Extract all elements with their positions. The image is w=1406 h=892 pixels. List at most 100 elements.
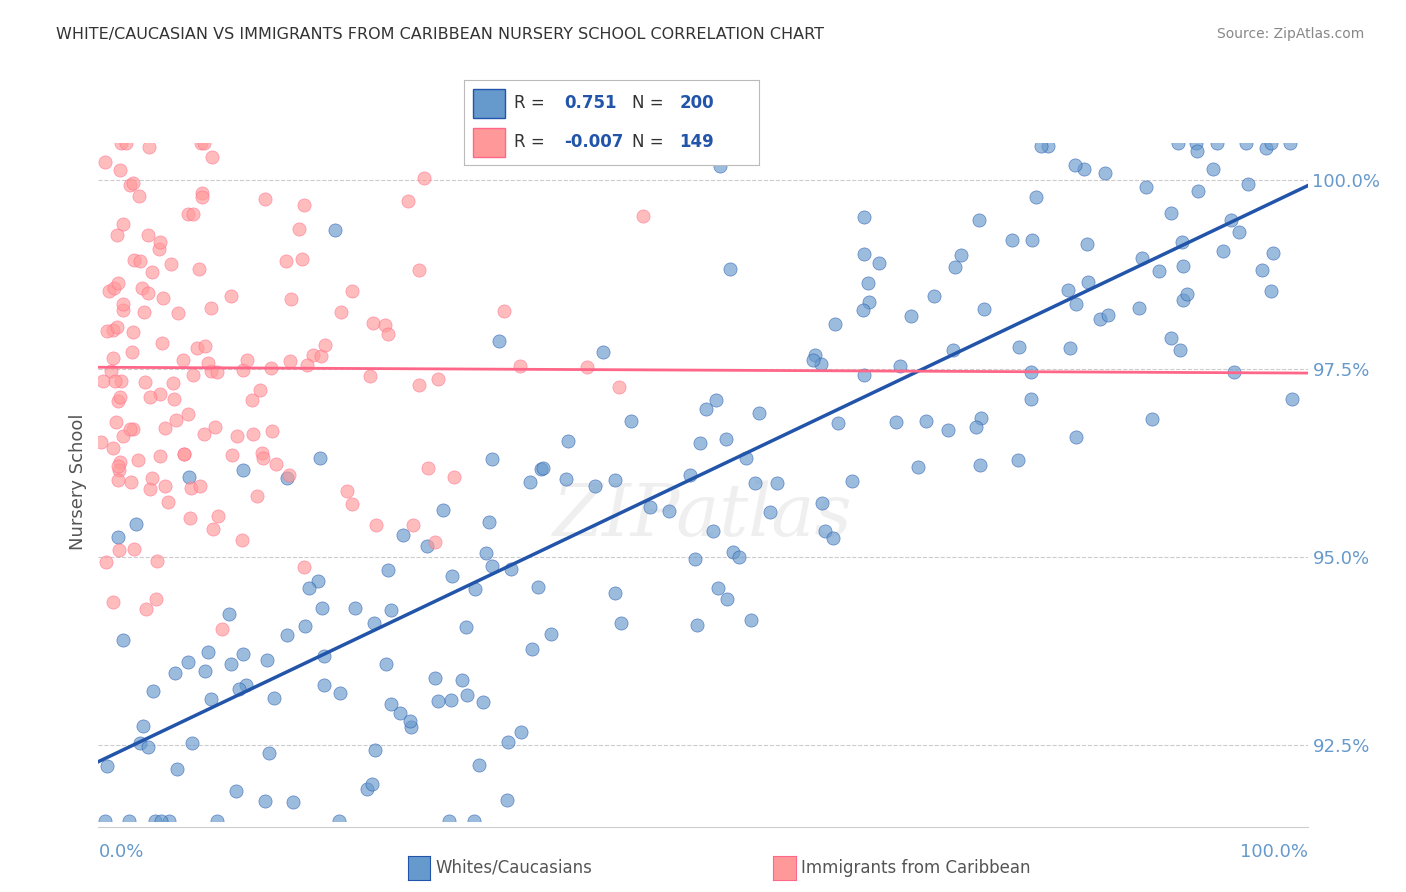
Point — [456, 620, 478, 634]
Point — [814, 524, 837, 538]
Point — [527, 580, 550, 594]
Point — [824, 317, 846, 331]
Point — [122, 541, 145, 556]
Point — [110, 136, 132, 150]
Point — [714, 432, 737, 446]
Point — [141, 265, 163, 279]
Point — [1007, 453, 1029, 467]
Point — [278, 354, 301, 368]
Point — [364, 743, 387, 757]
Point — [190, 136, 212, 150]
Point — [132, 304, 155, 318]
Point — [456, 688, 478, 702]
Point — [679, 467, 702, 482]
Point — [336, 483, 359, 498]
Point — [228, 681, 250, 696]
Point — [162, 376, 184, 391]
Point — [1254, 140, 1277, 154]
Point — [1064, 297, 1087, 311]
Point — [938, 423, 960, 437]
Point — [1223, 366, 1246, 380]
Point — [709, 159, 731, 173]
Bar — [472, 89, 505, 118]
Point — [129, 736, 152, 750]
Point — [107, 530, 129, 544]
Point — [557, 434, 579, 448]
Point — [509, 724, 531, 739]
Point — [200, 364, 222, 378]
Point — [165, 666, 187, 681]
Point — [328, 814, 350, 828]
Point — [146, 554, 169, 568]
Point — [704, 393, 727, 408]
Point — [205, 814, 228, 828]
Point — [363, 616, 385, 631]
Point — [112, 303, 135, 318]
Point — [107, 473, 129, 487]
Point — [288, 222, 311, 236]
Point — [900, 309, 922, 323]
Point — [122, 176, 145, 190]
Point — [464, 582, 486, 596]
Point — [914, 414, 936, 428]
Point — [481, 558, 503, 573]
Point — [91, 374, 114, 388]
Point — [166, 762, 188, 776]
Text: Whites/Caucasians: Whites/Caucasians — [436, 859, 593, 877]
Point — [620, 414, 643, 428]
Point — [143, 814, 166, 828]
Point — [852, 303, 875, 318]
Point — [166, 306, 188, 320]
Point — [631, 209, 654, 223]
Point — [312, 648, 335, 663]
Point — [232, 362, 254, 376]
Point — [132, 719, 155, 733]
Point — [575, 360, 598, 375]
Point — [152, 291, 174, 305]
Point — [609, 616, 631, 631]
Point — [720, 261, 742, 276]
Point — [104, 415, 127, 429]
Point — [359, 368, 381, 383]
Point — [1281, 392, 1303, 407]
Point — [583, 478, 606, 492]
Point — [439, 692, 461, 706]
Point — [758, 505, 780, 519]
Point — [592, 345, 614, 359]
Point — [108, 390, 131, 404]
Point — [253, 192, 276, 206]
Point — [120, 178, 142, 192]
Point — [811, 496, 834, 510]
Point — [478, 515, 501, 529]
Point — [135, 601, 157, 615]
Point — [111, 217, 134, 231]
Point — [1021, 233, 1043, 247]
Point — [1140, 412, 1163, 426]
Point — [107, 458, 129, 473]
Point — [97, 284, 120, 298]
Point — [686, 618, 709, 632]
Point — [256, 653, 278, 667]
Point — [1185, 145, 1208, 159]
Point — [262, 424, 284, 438]
Point — [638, 500, 661, 514]
Point — [142, 684, 165, 698]
Text: N =: N = — [633, 133, 664, 151]
Point — [165, 412, 187, 426]
Point — [111, 296, 134, 310]
Point — [1025, 190, 1047, 204]
Point — [314, 337, 336, 351]
Point — [101, 441, 124, 455]
Point — [1251, 262, 1274, 277]
Point — [125, 517, 148, 532]
Point — [180, 736, 202, 750]
Point — [841, 474, 863, 488]
Point — [852, 368, 875, 383]
Point — [727, 549, 749, 564]
Point — [177, 407, 200, 421]
Point — [488, 334, 510, 349]
Point — [309, 451, 332, 466]
Point — [141, 471, 163, 485]
Point — [240, 392, 263, 407]
Point — [1260, 285, 1282, 299]
